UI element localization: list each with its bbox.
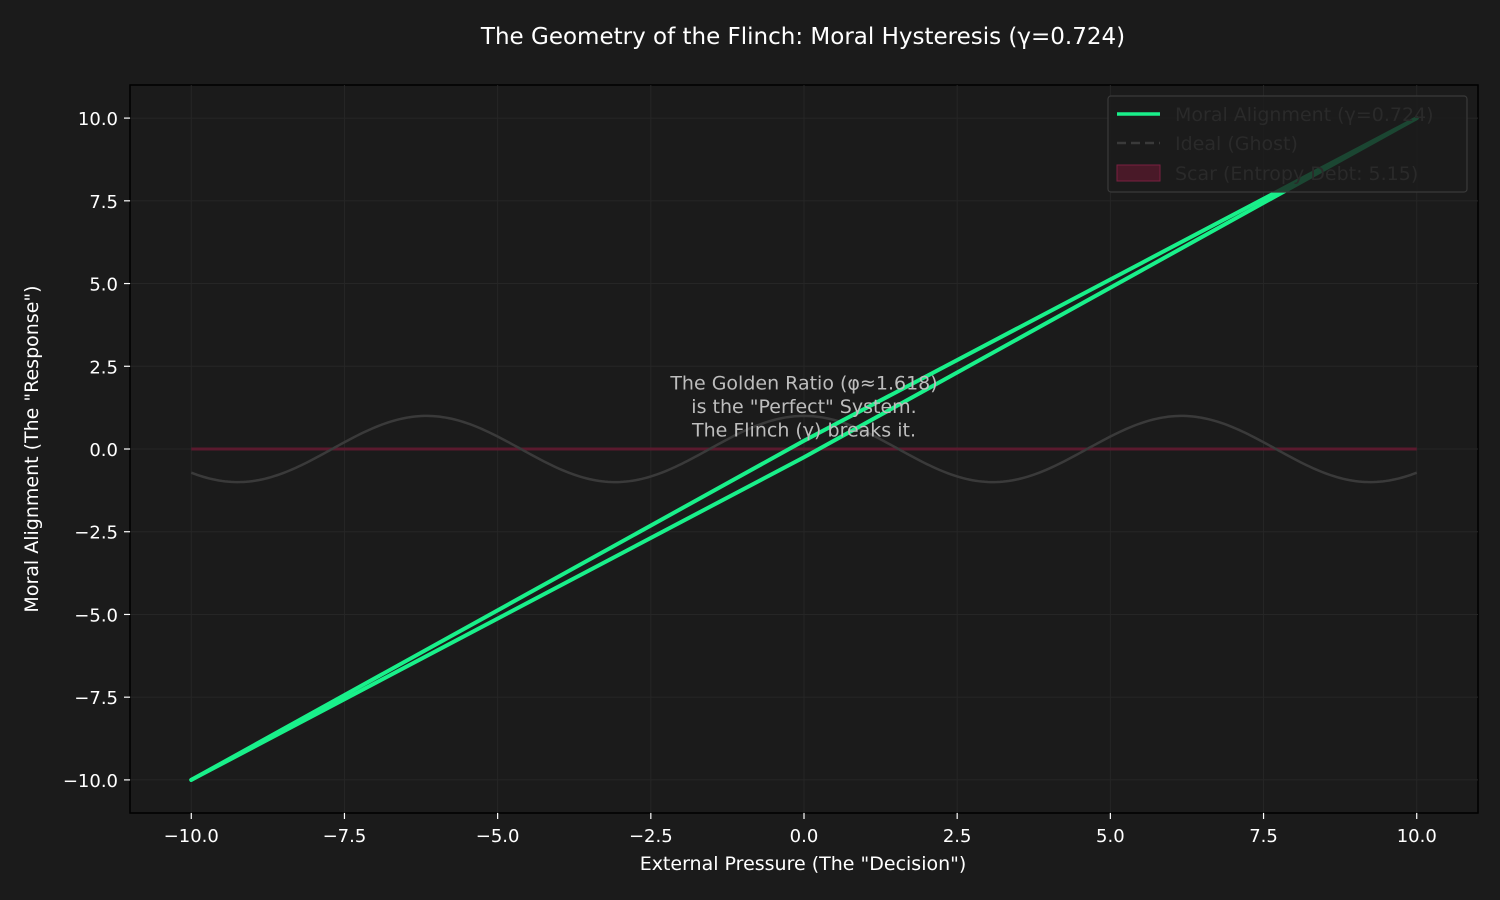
legend-label-2: Scar (Entropy Debt: 5.15) [1175,163,1418,185]
x-tick-label-3: −2.5 [629,826,673,847]
x-tick-label-1: −7.5 [323,826,367,847]
annotation-line-1: is the "Perfect" System. [691,396,916,418]
alignment-loop [189,116,1419,782]
x-tick-label-7: 7.5 [1249,826,1278,847]
y-tick-label-0: −10.0 [63,771,118,792]
x-tick-label-2: −5.0 [476,826,520,847]
x-tick-label-0: −10.0 [164,826,219,847]
y-tick-label-5: 2.5 [89,357,118,378]
x-tick-label-4: 0.0 [790,826,819,847]
y-tick-label-6: 5.0 [89,275,118,296]
chart-title: The Geometry of the Flinch: Moral Hyster… [480,24,1125,50]
alignment-upper-branch [189,116,1419,782]
y-axis-ticks: −10.0 −7.5 −5.0 −2.5 0.0 2.5 5.0 7.5 10.0 [63,109,130,792]
legend-frame [1107,95,1468,193]
x-tick-label-8: 10.0 [1397,826,1437,847]
legend-label-1: Ideal (Ghost) [1175,133,1298,155]
legend-scar-swatch [1116,164,1161,182]
x-axis-label: External Pressure (The "Decision") [640,853,967,875]
ghost-wave [190,414,1418,484]
y-tick-label-2: −5.0 [74,605,118,626]
y-tick-label-1: −7.5 [74,688,118,709]
annotation-line-0: The Golden Ratio (φ≈1.618) [669,372,937,394]
legend: Moral Alignment (γ=0.724) Ideal (Ghost) Sc… [1107,95,1468,193]
x-axis-ticks: −10.0 −7.5 −5.0 −2.5 0.0 2.5 5.0 7.5 10.0 [164,813,1437,847]
golden-ratio-annotation: The Golden Ratio (φ≈1.618)is the "Perfec… [669,372,937,441]
y-axis-label: Moral Alignment (The "Response") [21,285,43,612]
y-tick-label-3: −2.5 [74,523,118,544]
y-tick-label-8: 10.0 [78,109,118,130]
alignment-lower-branch [189,116,1419,782]
x-tick-label-6: 5.0 [1096,826,1125,847]
y-tick-label-7: 7.5 [89,192,118,213]
ghost-line [190,414,1418,484]
y-tick-label-4: 0.0 [89,440,118,461]
x-tick-label-5: 2.5 [943,826,972,847]
legend-label-0: Moral Alignment (γ=0.724) [1175,104,1434,126]
annotation-line-2: The Flinch (γ) breaks it. [691,419,916,441]
